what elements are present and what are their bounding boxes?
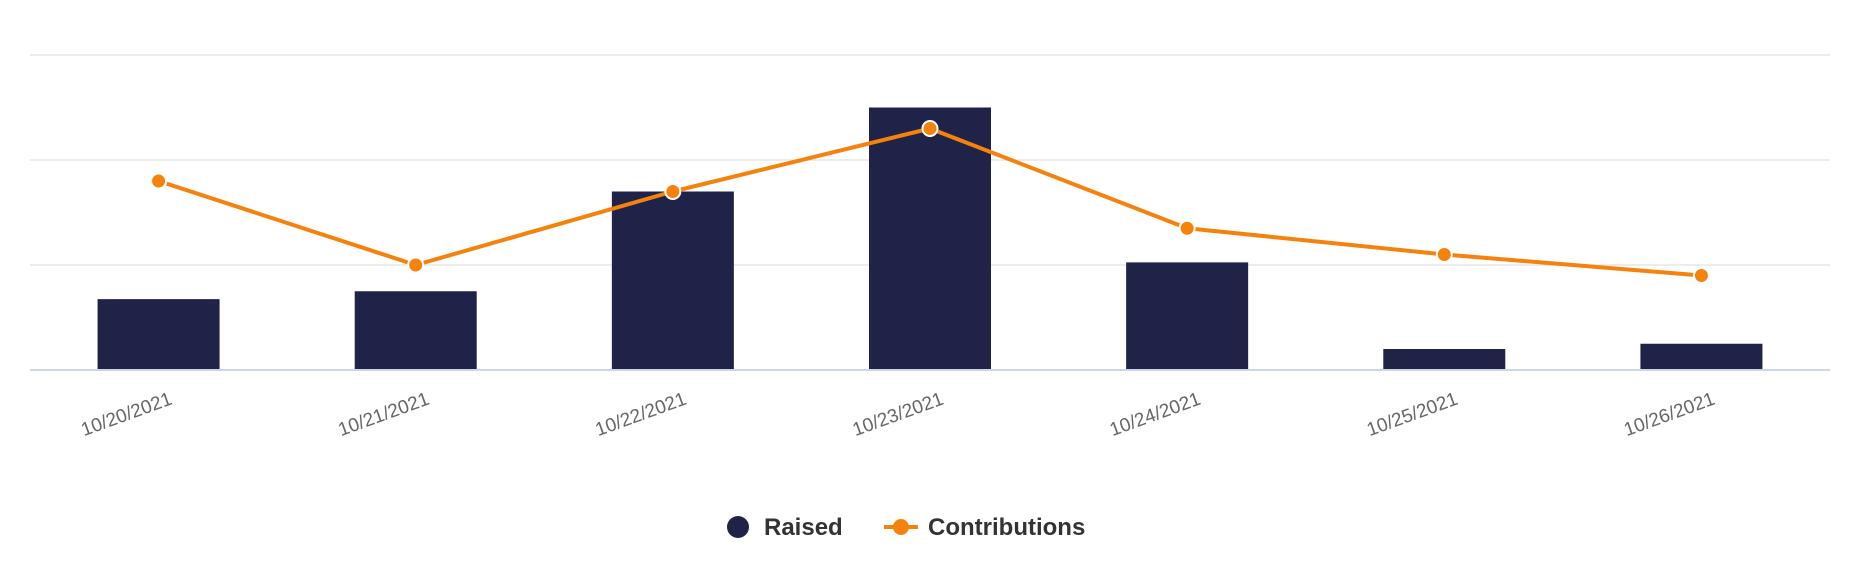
legend-item-raised[interactable]: Raised [727,514,843,541]
bar-raised[interactable] [611,191,734,371]
bar-raised[interactable] [1126,262,1249,370]
point-contributions[interactable] [1178,219,1196,237]
legend-label-contributions: Contributions [928,514,1085,541]
legend-symbol-raised [727,516,749,538]
legend-label-raised: Raised [764,514,843,541]
legend-item-contributions[interactable]: Contributions [884,514,1085,541]
point-contributions[interactable] [1692,267,1710,284]
x-tick-label: 10/23/2021 [850,389,947,441]
x-tick-label: 10/26/2021 [1621,389,1718,441]
bar-raised[interactable] [1640,343,1763,370]
legend: Raised Contributions [727,514,1085,541]
raised-bars [97,107,1763,371]
bar-raised[interactable] [869,107,991,371]
bar-raised[interactable] [354,291,477,370]
x-tick-label: 10/21/2021 [336,389,433,441]
contributions-markers [150,120,1710,284]
x-tick-label: 10/20/2021 [78,389,175,441]
bar-raised[interactable] [1383,349,1506,370]
point-contributions[interactable] [1435,246,1453,263]
x-tick-label: 10/25/2021 [1364,389,1461,441]
point-contributions[interactable] [150,172,168,190]
point-contributions[interactable] [407,256,425,274]
bar-raised[interactable] [97,299,220,370]
x-tick-label: 10/24/2021 [1107,389,1204,441]
x-axis-labels: 10/20/2021 10/21/2021 10/22/2021 10/23/2021… [78,389,1717,441]
x-tick-label: 10/22/2021 [593,389,690,441]
legend-symbol-marker-contributions [893,519,909,535]
point-contributions[interactable] [921,120,939,137]
point-contributions[interactable] [664,183,682,200]
